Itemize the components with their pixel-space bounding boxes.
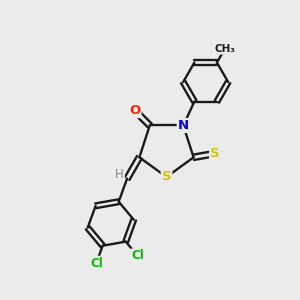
Text: Cl: Cl <box>90 257 103 270</box>
Text: CH₃: CH₃ <box>214 44 235 54</box>
Text: S: S <box>210 147 220 160</box>
Text: O: O <box>129 104 140 117</box>
Text: Cl: Cl <box>131 249 144 262</box>
Text: N: N <box>178 119 189 132</box>
Text: H: H <box>115 168 124 181</box>
Text: S: S <box>162 170 171 184</box>
